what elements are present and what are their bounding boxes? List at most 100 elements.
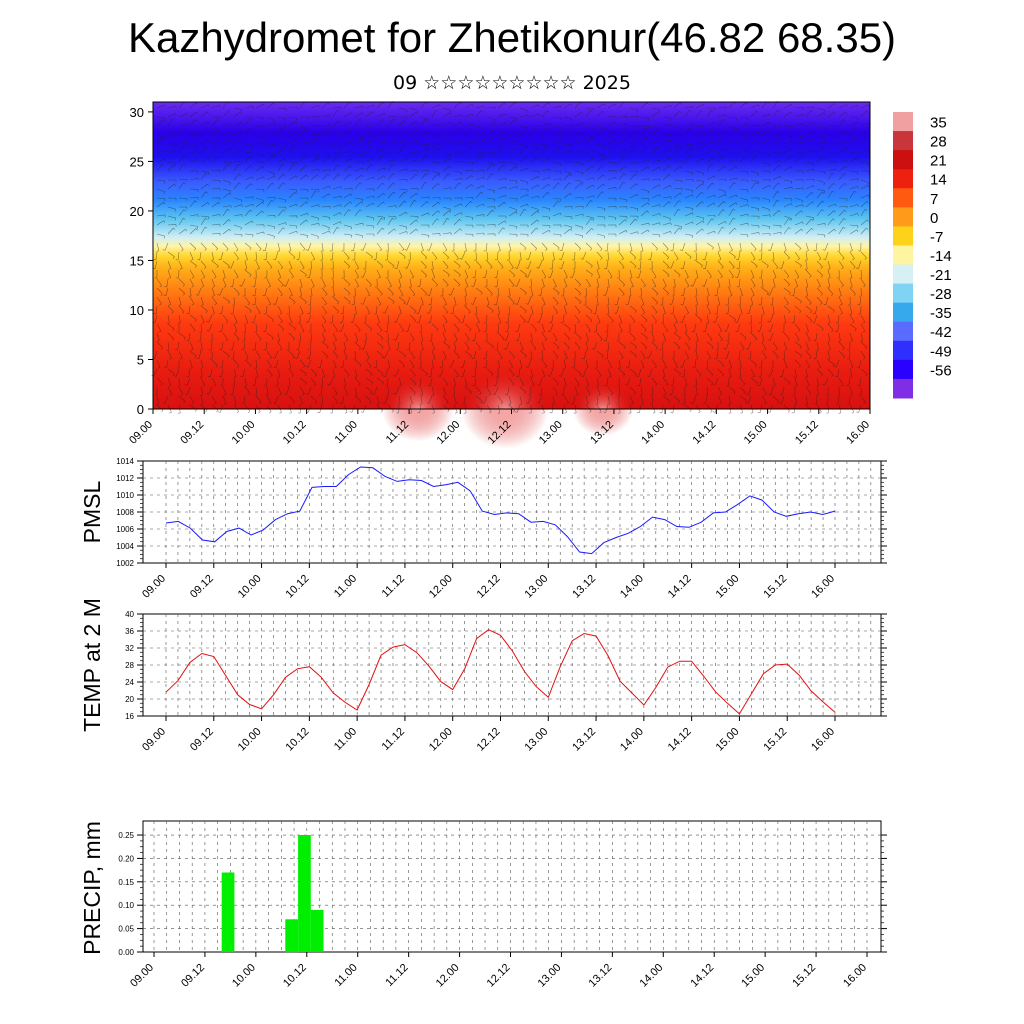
page-title: Kazhydromet for Zhetikonur(46.82 68.35): [127, 14, 897, 61]
panel-pmsl-xtick-label: 15.12: [761, 573, 789, 601]
panel-pmsl-xtick-label: 11.12: [380, 573, 407, 600]
panel-pmsl-xtick-label: 10.00: [236, 573, 264, 601]
colorbar-label: -49: [930, 343, 952, 360]
colorbar-segment: [893, 264, 913, 285]
cross-section-xtick-label: 09.12: [178, 419, 206, 447]
panel-precip-ytick-label: 0.25: [118, 831, 134, 840]
cross-section-ytick-label: 20: [130, 204, 144, 219]
colorbar-segment: [893, 112, 913, 132]
colorbar-segment: [893, 321, 913, 342]
colorbar-label: -28: [930, 286, 952, 303]
panel-precip-xtick-label: 11.12: [383, 962, 410, 989]
cross-section-ytick-label: 30: [130, 105, 144, 120]
panel-pmsl-ytick-label: 1002: [116, 559, 134, 568]
panel-temp-xtick-label: 12.00: [427, 726, 455, 754]
cross-section-xtick-label: 11.00: [333, 419, 360, 446]
cross-section-ytick-label: 0: [137, 402, 144, 417]
panel-temp-xtick-label: 15.12: [761, 726, 789, 754]
panel-precip-xtick-label: 09.00: [128, 962, 156, 990]
panel-precip-ytick-label: 0.00: [118, 948, 134, 957]
panel-pmsl-ytick-label: 1006: [116, 525, 134, 534]
panel-precip-ytick-label: 0.10: [118, 901, 134, 910]
panel-temp-xtick-label: 13.00: [522, 726, 550, 754]
panel-pmsl-xtick-label: 14.00: [618, 573, 646, 601]
cross-section-ytick-label: 15: [130, 253, 144, 268]
panel-pmsl-xtick-label: 12.12: [475, 573, 503, 601]
panel-precip-xtick-label: 12.12: [485, 962, 513, 990]
panel-temp-xtick-label: 09.12: [188, 726, 216, 754]
cross-section-xtick-label: 16.00: [844, 419, 872, 447]
colorbar-segment: [893, 150, 913, 170]
panel-pmsl-xtick-label: 15.00: [714, 573, 742, 601]
colorbar-segment: [893, 378, 913, 399]
panel-temp-ytick-label: 28: [125, 661, 134, 670]
panel-temp-xtick-label: 14.00: [618, 726, 646, 754]
panel-pmsl-xtick-label: 14.12: [666, 573, 694, 601]
panel-temp-ytick-label: 16: [125, 712, 134, 721]
colorbar-segment: [893, 283, 913, 304]
panel-precip-ytick-label: 0.20: [118, 854, 134, 863]
cross-section-xtick-label: 15.12: [793, 419, 821, 447]
cross-section-xtick-label: 14.00: [639, 419, 667, 447]
colorbar-segment: [893, 188, 913, 208]
colorbar-segment: [893, 340, 913, 361]
panel-pmsl-xtick-label: 13.00: [522, 573, 550, 601]
panel-temp-xtick-label: 10.00: [236, 726, 264, 754]
precip-bar: [310, 909, 324, 952]
colorbar-segment: [893, 169, 913, 189]
panel-temp-xtick-label: 10.12: [284, 726, 312, 754]
panel-precip-xtick-label: 10.12: [281, 962, 309, 990]
temp-series-line: [165, 629, 836, 715]
panel-precip-xtick-label: 13.12: [587, 962, 615, 990]
panel-pmsl-xtick-label: 09.00: [140, 573, 168, 601]
cross-section-xtick-label: 15.00: [742, 419, 770, 447]
panel-pmsl-ytick-label: 1012: [116, 474, 134, 483]
panel-precip-grid: [143, 821, 881, 952]
panel-precip-ytick-label: 0.15: [118, 878, 134, 887]
panel-precip-xtick-label: 14.12: [688, 962, 716, 990]
panel-temp-xtick-label: 09.00: [140, 726, 168, 754]
colorbar-label: 21: [930, 153, 947, 170]
colorbar-segment: [893, 245, 913, 266]
panel-pmsl-xtick-label: 10.12: [284, 573, 312, 601]
panel-precip-xtick-label: 16.00: [841, 962, 869, 990]
cross-section-xtick-label: 09.00: [127, 419, 155, 447]
panel-precip-xtick-label: 13.00: [536, 962, 564, 990]
page-subtitle: 09 ☆☆☆☆☆☆☆☆☆ 2025: [393, 72, 631, 94]
panel-pmsl-xtick-label: 12.00: [427, 573, 455, 601]
panel-precip-ylabel: PRECIP, mm: [79, 821, 105, 955]
colorbar-segment: [893, 359, 913, 380]
precip-bar: [221, 872, 235, 952]
panel-temp-xtick-label: 16.00: [809, 726, 837, 754]
precip-bar: [285, 919, 298, 953]
colorbar-segment: [893, 226, 913, 246]
cross-section-field: [153, 102, 870, 409]
panel-pmsl-ytick-label: 1004: [116, 542, 134, 551]
panel-precip-xtick-label: 12.00: [434, 962, 462, 990]
panel-pmsl-frame: [142, 460, 882, 564]
colorbar-label: -42: [930, 324, 952, 341]
panel-temp-xtick-label: 11.00: [332, 726, 359, 753]
panel-temp-ytick-label: 40: [125, 610, 134, 619]
colorbar-label: -14: [930, 248, 952, 265]
panel-precip: 0.00 0.05 0.10 0.15 0.20 0.25 09.00 09.12 10.00 1…: [79, 820, 887, 990]
colorbar-label: -56: [930, 362, 952, 379]
panel-temp: 16 20 24 28 32 36 40 09.00 09.12 10.00 10.12 11.00 1…: [79, 598, 887, 754]
panel-precip-frame: [142, 820, 882, 953]
cross-section-ytick-label: 5: [137, 352, 144, 367]
wind-barbs: [151, 101, 870, 414]
panel-pmsl-ytick-label: 1014: [116, 457, 134, 466]
cross-section-xtick-label: 14.12: [691, 419, 719, 447]
panel-pmsl-xtick-label: 09.12: [188, 573, 216, 601]
colorbar-label: -21: [930, 267, 952, 284]
panel-temp-xtick-label: 12.12: [475, 726, 503, 754]
panel-pmsl-ytick-label: 1008: [116, 508, 134, 517]
colorbar-label: 7: [930, 191, 938, 208]
colorbar-label: -35: [930, 305, 952, 322]
panel-temp-xtick-label: 13.12: [570, 726, 598, 754]
cross-section-xtick-label: 10.00: [230, 419, 258, 447]
panel-temp-grid: [143, 614, 881, 716]
colorbar-label: 14: [930, 172, 947, 189]
